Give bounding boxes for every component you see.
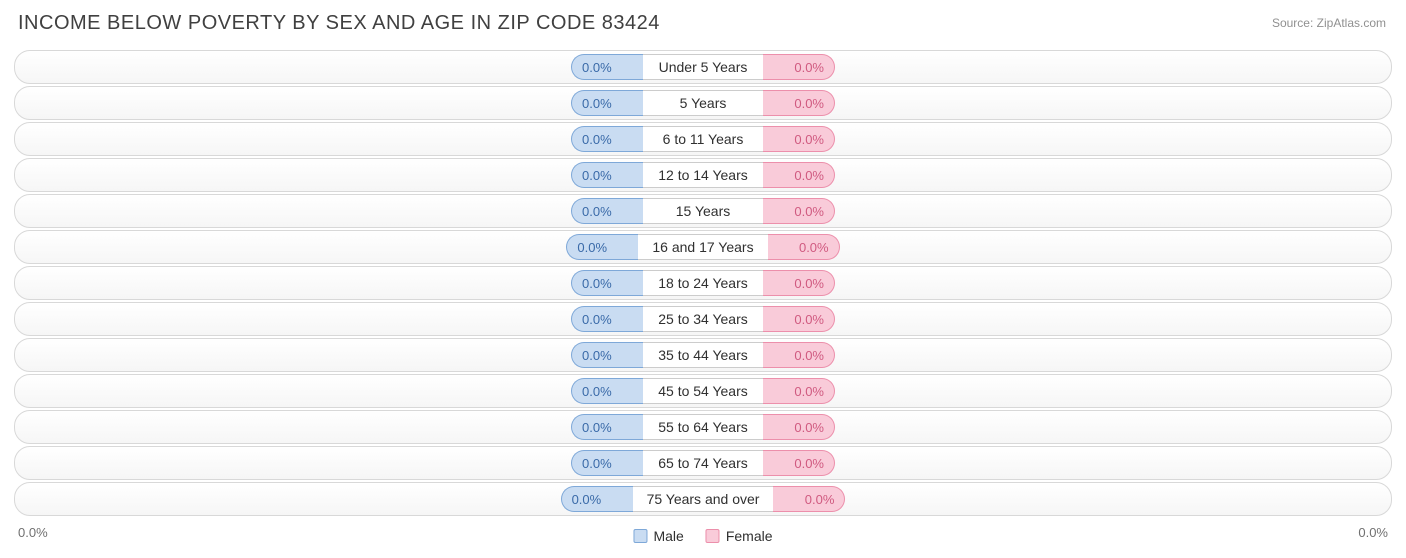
row-center-group: 0.0%55 to 64 Years0.0% xyxy=(571,414,835,440)
chart-row: 0.0%6 to 11 Years0.0% xyxy=(14,122,1392,156)
chart-row: 0.0%16 and 17 Years0.0% xyxy=(14,230,1392,264)
female-bar: 0.0% xyxy=(763,270,835,296)
row-center-group: 0.0%6 to 11 Years0.0% xyxy=(571,126,835,152)
male-bar: 0.0% xyxy=(571,90,643,116)
category-label: 55 to 64 Years xyxy=(643,414,763,440)
legend-item-male: Male xyxy=(633,528,683,544)
chart-row: 0.0%55 to 64 Years0.0% xyxy=(14,410,1392,444)
axis-label-right: 0.0% xyxy=(1358,525,1388,540)
male-bar: 0.0% xyxy=(571,54,643,80)
female-bar: 0.0% xyxy=(763,378,835,404)
male-bar: 0.0% xyxy=(571,414,643,440)
category-label: 75 Years and over xyxy=(633,486,774,512)
chart-row: 0.0%5 Years0.0% xyxy=(14,86,1392,120)
chart-row: 0.0%25 to 34 Years0.0% xyxy=(14,302,1392,336)
category-label: 45 to 54 Years xyxy=(643,378,763,404)
row-center-group: 0.0%Under 5 Years0.0% xyxy=(571,54,835,80)
category-label: 16 and 17 Years xyxy=(638,234,767,260)
row-center-group: 0.0%5 Years0.0% xyxy=(571,90,835,116)
male-bar: 0.0% xyxy=(566,234,638,260)
chart-row: 0.0%12 to 14 Years0.0% xyxy=(14,158,1392,192)
row-center-group: 0.0%12 to 14 Years0.0% xyxy=(571,162,835,188)
chart-row: 0.0%15 Years0.0% xyxy=(14,194,1392,228)
female-bar: 0.0% xyxy=(763,54,835,80)
row-center-group: 0.0%75 Years and over0.0% xyxy=(561,486,846,512)
legend: Male Female xyxy=(633,528,772,544)
category-label: 35 to 44 Years xyxy=(643,342,763,368)
row-center-group: 0.0%65 to 74 Years0.0% xyxy=(571,450,835,476)
male-bar: 0.0% xyxy=(561,486,633,512)
axis-label-left: 0.0% xyxy=(18,525,48,540)
female-bar: 0.0% xyxy=(763,414,835,440)
category-label: 5 Years xyxy=(643,90,763,116)
female-bar: 0.0% xyxy=(763,450,835,476)
chart-row: 0.0%Under 5 Years0.0% xyxy=(14,50,1392,84)
male-bar: 0.0% xyxy=(571,162,643,188)
female-bar: 0.0% xyxy=(763,90,835,116)
male-bar: 0.0% xyxy=(571,342,643,368)
male-bar: 0.0% xyxy=(571,450,643,476)
female-bar: 0.0% xyxy=(768,234,840,260)
source-attribution: Source: ZipAtlas.com xyxy=(1272,16,1386,30)
chart-row: 0.0%35 to 44 Years0.0% xyxy=(14,338,1392,372)
female-bar: 0.0% xyxy=(763,126,835,152)
category-label: 15 Years xyxy=(643,198,763,224)
row-center-group: 0.0%25 to 34 Years0.0% xyxy=(571,306,835,332)
chart-area: 0.0%Under 5 Years0.0%0.0%5 Years0.0%0.0%… xyxy=(14,50,1392,518)
category-label: 6 to 11 Years xyxy=(643,126,763,152)
chart-row: 0.0%45 to 54 Years0.0% xyxy=(14,374,1392,408)
male-bar: 0.0% xyxy=(571,126,643,152)
row-center-group: 0.0%18 to 24 Years0.0% xyxy=(571,270,835,296)
legend-label-male: Male xyxy=(653,528,683,544)
female-bar: 0.0% xyxy=(773,486,845,512)
chart-row: 0.0%65 to 74 Years0.0% xyxy=(14,446,1392,480)
male-bar: 0.0% xyxy=(571,270,643,296)
chart-row: 0.0%75 Years and over0.0% xyxy=(14,482,1392,516)
female-bar: 0.0% xyxy=(763,342,835,368)
male-bar: 0.0% xyxy=(571,306,643,332)
row-center-group: 0.0%15 Years0.0% xyxy=(571,198,835,224)
chart-title: INCOME BELOW POVERTY BY SEX AND AGE IN Z… xyxy=(18,12,660,35)
category-label: Under 5 Years xyxy=(643,54,763,80)
female-swatch-icon xyxy=(706,529,720,543)
category-label: 12 to 14 Years xyxy=(643,162,763,188)
category-label: 18 to 24 Years xyxy=(643,270,763,296)
row-center-group: 0.0%16 and 17 Years0.0% xyxy=(566,234,839,260)
female-bar: 0.0% xyxy=(763,162,835,188)
male-bar: 0.0% xyxy=(571,378,643,404)
chart-row: 0.0%18 to 24 Years0.0% xyxy=(14,266,1392,300)
row-center-group: 0.0%35 to 44 Years0.0% xyxy=(571,342,835,368)
legend-item-female: Female xyxy=(706,528,773,544)
legend-label-female: Female xyxy=(726,528,773,544)
row-center-group: 0.0%45 to 54 Years0.0% xyxy=(571,378,835,404)
male-bar: 0.0% xyxy=(571,198,643,224)
category-label: 25 to 34 Years xyxy=(643,306,763,332)
category-label: 65 to 74 Years xyxy=(643,450,763,476)
male-swatch-icon xyxy=(633,529,647,543)
female-bar: 0.0% xyxy=(763,306,835,332)
female-bar: 0.0% xyxy=(763,198,835,224)
